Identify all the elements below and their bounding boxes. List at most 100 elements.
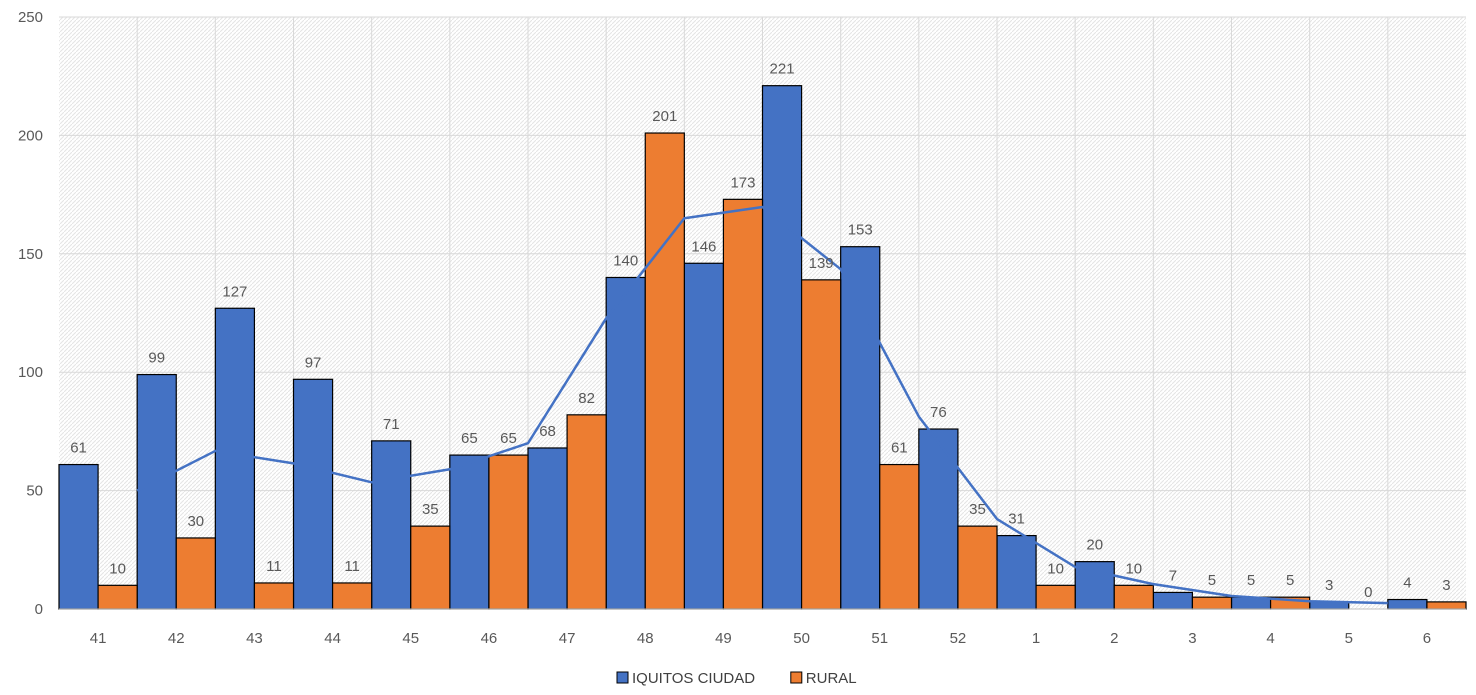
data-label: 99	[148, 350, 165, 367]
data-label: 3	[1325, 577, 1333, 594]
bar	[1426, 601, 1467, 610]
data-label: 65	[461, 430, 478, 447]
y-tick-label: 0	[35, 601, 43, 618]
legend-swatch	[790, 671, 803, 684]
bar	[1191, 596, 1233, 610]
bar	[97, 584, 138, 610]
data-label: 11	[266, 558, 282, 575]
bar	[683, 262, 725, 610]
data-label: 10	[1125, 560, 1142, 577]
bar	[58, 463, 99, 610]
bar	[1387, 598, 1428, 610]
data-label: 20	[1086, 537, 1103, 554]
data-label: 5	[1208, 572, 1216, 589]
bar	[410, 525, 451, 610]
x-tick-label: 41	[90, 630, 107, 647]
legend-item: RURAL	[790, 670, 857, 687]
bar	[644, 132, 685, 610]
bar	[840, 246, 881, 610]
data-label: 5	[1286, 572, 1294, 589]
bar	[800, 279, 842, 610]
data-label: 7	[1169, 567, 1177, 584]
data-label: 35	[422, 501, 439, 518]
data-label: 76	[930, 404, 947, 421]
data-label: 127	[222, 283, 247, 300]
bar	[957, 525, 998, 610]
data-label: 153	[848, 222, 873, 239]
data-label: 97	[305, 354, 322, 371]
x-tick-label: 46	[481, 630, 498, 647]
x-axis: 41 42 43 44 45 46 47 48 49 50 51 52 1 2 3 4 5 6	[59, 608, 1466, 647]
data-label: 11	[344, 558, 360, 575]
data-label: 10	[1047, 560, 1064, 577]
trendline	[136, 205, 1388, 605]
bar	[879, 463, 920, 610]
legend-item: IQUITOS CIUDAD	[616, 670, 755, 687]
legend-label: RURAL	[806, 670, 857, 687]
x-tick-label: 50	[793, 630, 810, 647]
x-tick-label: 1	[1032, 630, 1040, 647]
data-label: 35	[969, 501, 986, 518]
legend-label: IQUITOS CIUDAD	[632, 670, 755, 687]
bar	[175, 537, 216, 610]
x-tick-label: 42	[168, 630, 185, 647]
bar	[449, 454, 490, 610]
bar	[918, 428, 959, 610]
x-tick-label: 44	[324, 630, 341, 647]
x-tick-label: 45	[402, 630, 419, 647]
bar	[292, 378, 334, 610]
legend: IQUITOS CIUDAD RURAL	[616, 670, 857, 687]
data-label: 146	[691, 238, 716, 255]
bar	[1113, 584, 1154, 610]
data-label: 140	[613, 252, 638, 269]
x-tick-label: 52	[950, 630, 967, 647]
bar	[331, 582, 373, 610]
data-label: 71	[383, 416, 400, 433]
bar	[488, 454, 529, 610]
bar	[371, 440, 412, 610]
x-tick-label: 2	[1110, 630, 1118, 647]
data-label: 61	[891, 440, 908, 457]
x-tick-label: 5	[1345, 630, 1353, 647]
x-tick-label: 48	[637, 630, 654, 647]
data-label: 0	[1364, 584, 1372, 601]
data-label: 3	[1442, 577, 1450, 594]
data-label: 68	[539, 423, 556, 440]
data-label: 139	[809, 255, 834, 272]
bar	[761, 85, 803, 610]
bar	[253, 582, 295, 610]
data-label: 61	[70, 440, 87, 457]
y-tick-label: 150	[18, 246, 43, 263]
bar	[605, 276, 646, 610]
y-axis: 0 50 100 150 200 250	[18, 9, 43, 618]
bars	[58, 85, 1467, 610]
data-label: 31	[1008, 511, 1025, 528]
bar	[214, 307, 256, 610]
data-label: 173	[730, 174, 755, 191]
data-label: 30	[187, 513, 204, 530]
data-label: 201	[652, 108, 677, 125]
x-tick-label: 43	[246, 630, 263, 647]
bar	[1035, 584, 1076, 610]
bar	[1152, 591, 1194, 610]
x-tick-label: 51	[871, 630, 888, 647]
bar	[566, 414, 607, 610]
moving-average-line	[136, 205, 1388, 605]
data-label: 82	[578, 390, 595, 407]
y-tick-label: 50	[26, 483, 43, 500]
y-tick-label: 100	[18, 364, 43, 381]
x-tick-label: 47	[559, 630, 576, 647]
data-labels: 61 99 127 97 71 65 68 140 146 221 153 76 31 20 7 5 3 4 10 3…	[70, 61, 1450, 601]
y-tick-label: 200	[18, 127, 43, 144]
x-tick-label: 4	[1266, 630, 1274, 647]
data-label: 4	[1403, 575, 1411, 592]
legend-swatch	[616, 671, 629, 684]
x-tick-label: 6	[1423, 630, 1431, 647]
data-label: 65	[500, 430, 517, 447]
bar	[996, 534, 1037, 610]
data-label: 221	[770, 61, 795, 78]
bar	[722, 198, 764, 610]
bar	[527, 447, 568, 610]
y-tick-label: 250	[18, 9, 43, 26]
